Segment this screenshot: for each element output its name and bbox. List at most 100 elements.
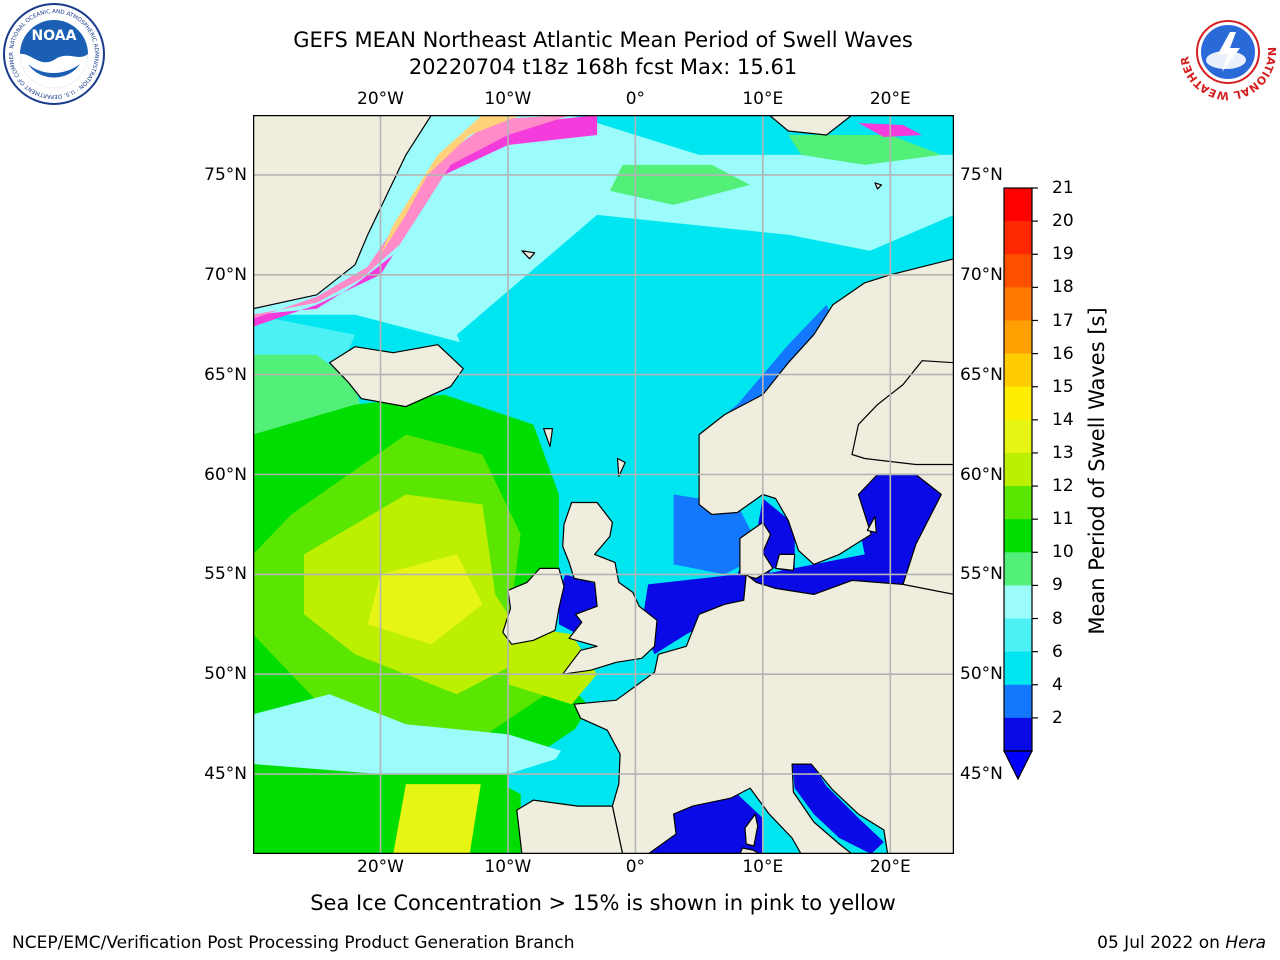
field-region-bay-of-biscay [533,714,623,805]
land-zealand [774,553,796,571]
colorbar-frame [1003,187,1033,752]
field-region-norwegian-sea [456,214,954,475]
land-svalbard [768,115,853,136]
colorbar-bin [1004,684,1032,719]
colorbar-bin [1004,386,1032,421]
map-frame [253,115,954,854]
colorbar-tick-label: 14 [1052,409,1074,430]
lon-label-top: 20°E [869,89,911,109]
field-region-celtic-sea [507,624,598,705]
colorbar-tick-label: 18 [1052,277,1074,298]
colorbar-tick-label: 11 [1052,509,1074,530]
lat-label-left: 55°N [204,564,247,585]
land-continental-europe [573,573,954,854]
field-region-adriatic [792,760,884,854]
colorbar-bin [1004,585,1032,619]
colorbar-label: Mean Period of Swell Waves [s] [1085,307,1109,635]
footer-date-text: 05 Jul 2022 on [1097,933,1220,953]
colorbar-bin [1004,618,1032,653]
colorbar-bin [1004,486,1032,520]
land-great-britain [562,501,658,675]
field-region-atlantic-peak-1 [367,554,483,645]
colorbar-bin [1004,717,1032,752]
footer-date: 05 Jul 2022 on Hera [1097,933,1266,953]
colorbar-tick-label: 17 [1052,310,1074,331]
land-gotland [866,515,877,533]
footer-branch: NCEP/EMC/Verification Post Processing Pr… [12,933,575,953]
lon-label-bottom: 20°W [357,857,404,877]
colorbar-tick-label: 16 [1052,343,1074,364]
colorbar-bin [1004,651,1032,686]
land-denmark [739,521,774,579]
land-iberia [516,799,624,854]
lon-label-top: 0° [625,89,646,109]
lon-label-bottom: 10°W [484,857,532,877]
lat-label-right: 45°N [960,764,1003,785]
noaa-logo: NOAA NATIONAL OCEANIC AND ATMOSPHERIC AD… [2,2,105,105]
field-region-east-patch [788,135,942,165]
lat-label-left: 50°N [204,664,247,685]
colorbar-tick-label: 19 [1052,244,1074,265]
colorbar-tick-label: 9 [1052,575,1063,596]
lat-label-right: 65°N [960,364,1003,385]
colorbar-tick-label: 20 [1052,211,1074,232]
nws-logo: NATIONAL WEATHER SERVICE [1178,2,1278,102]
lon-label-bottom: 20°E [869,857,911,877]
lat-label-left: 75°N [204,164,247,185]
colorbar-bin [1004,254,1032,288]
field-region-north-sea-west [584,474,700,595]
lon-label-bottom: 10°E [742,857,784,877]
colorbar-tick-label: 15 [1052,376,1074,397]
land-greenland [253,115,432,310]
colorbar-tick-label: 13 [1052,442,1074,463]
colorbar-tick-label: 10 [1052,542,1074,563]
lat-label-right: 50°N [960,664,1003,685]
sea-ice-mid [253,115,572,319]
colorbar-tick-label: 21 [1052,178,1074,198]
chart-subtitle: 20220704 t18z 168h fcst Max: 15.61 [408,55,798,79]
sea-ice-note: Sea Ice Concentration > 15% is shown in … [310,891,896,915]
colorbar-tick-label: 8 [1052,608,1063,629]
lon-label-top: 20°W [357,89,404,109]
colorbar-bin [1004,287,1032,321]
colorbar-bin [1004,519,1032,553]
lon-label-top: 10°W [484,89,532,109]
land-sardinia [739,847,761,854]
colorbar-bin [1004,452,1032,487]
lat-label-right: 70°N [960,264,1003,285]
colorbar-tick-label: 6 [1052,641,1063,662]
swell-period-map [253,115,954,854]
colorbar-bin [1004,419,1032,454]
lat-label-left: 70°N [204,264,247,285]
sea-ice-edge [253,115,598,327]
land-iceland [328,344,464,408]
lat-label-right: 55°N [960,564,1003,585]
colorbar [1003,187,1038,781]
lat-label-right: 60°N [960,464,1003,485]
land-jan-mayen [521,250,536,260]
colorbar-bin [1004,320,1032,354]
colorbar-bin [1004,353,1032,388]
colorbar-tick-label: 2 [1052,707,1063,728]
colorbar-under-arrow [1003,750,1033,781]
lat-label-left: 45°N [204,764,247,785]
noaa-logo-text: NOAA [32,28,77,44]
field-region-norwegian-coast [699,304,840,435]
lat-label-left: 65°N [204,364,247,385]
land-bear-island [874,182,883,190]
footer-machine: Hera [1225,933,1266,953]
lat-label-left: 60°N [204,464,247,485]
land-corsica [744,813,759,847]
colorbar-tick-label: 4 [1052,674,1063,695]
swell-period-field [253,115,954,854]
map-gridlines [253,115,954,854]
colorbar-bin [1004,188,1032,222]
land-faroes [543,428,554,448]
land-shetland [616,457,626,478]
lat-label-right: 75°N [960,164,1003,185]
colorbar-tick-label: 12 [1052,476,1074,497]
colorbar-bin [1004,221,1032,255]
field-region-biscay-band [253,694,572,775]
chart-title: GEFS MEAN Northeast Atlantic Mean Period… [293,28,913,52]
field-region-baltic-sea [762,474,942,595]
